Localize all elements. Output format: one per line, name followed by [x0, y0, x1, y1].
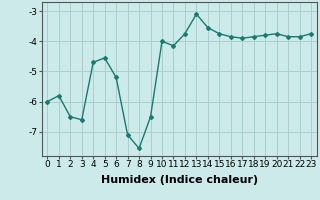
X-axis label: Humidex (Indice chaleur): Humidex (Indice chaleur): [100, 175, 258, 185]
